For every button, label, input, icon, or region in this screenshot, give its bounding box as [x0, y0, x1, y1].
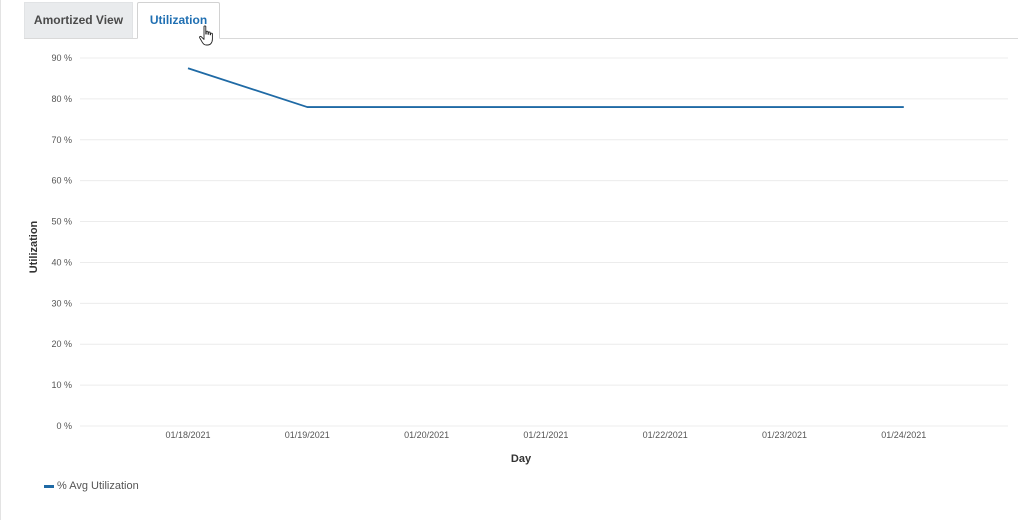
x-tick-label: 01/18/2021: [165, 430, 210, 440]
series-line: [187, 67, 904, 108]
x-tick-label: 01/20/2021: [404, 430, 449, 440]
y-tick-label: 0 %: [56, 421, 72, 431]
y-tick-label: 20 %: [51, 339, 72, 349]
utilization-chart: 0 %10 %20 %30 %40 %50 %60 %70 %80 %90 % …: [28, 53, 1008, 465]
x-tick-label: 01/24/2021: [881, 430, 926, 440]
y-tick-label: 30 %: [51, 298, 72, 308]
y-tick-label: 50 %: [51, 217, 72, 227]
legend-swatch: [44, 484, 54, 488]
grid-lines: [80, 57, 1008, 427]
x-tick-label: 01/22/2021: [643, 430, 688, 440]
legend-label: % Avg Utilization: [57, 480, 139, 492]
y-tick-label: 80 %: [51, 94, 72, 104]
tab-amortized-view[interactable]: Amortized View: [24, 2, 133, 38]
y-tick-label: 10 %: [51, 380, 72, 390]
left-border: [0, 0, 1, 520]
y-axis-title: Utilization: [28, 220, 40, 273]
hand-pointer-icon: [199, 25, 213, 46]
x-axis-ticks: 01/18/2021 01/19/2021 01/20/2021 01/21/2021…: [165, 430, 926, 440]
legend-item[interactable]: % Avg Utilization: [44, 478, 139, 494]
y-axis-ticks: 0 % 10 % 20 % 30 % 40 % 50 % 60 % 70 % 80 % 90 %: [51, 53, 72, 431]
x-tick-label: 01/23/2021: [762, 430, 807, 440]
series-layer: [187, 67, 904, 108]
y-tick-label: 60 %: [51, 176, 72, 186]
y-tick-label: 40 %: [51, 257, 72, 267]
x-tick-label: 01/21/2021: [523, 430, 568, 440]
y-tick-label: 90 %: [51, 53, 72, 63]
x-tick-label: 01/19/2021: [285, 430, 330, 440]
tab-bar: Amortized View Utilization: [24, 0, 1018, 39]
y-tick-label: 70 %: [51, 135, 72, 145]
x-axis-title: Day: [511, 453, 532, 465]
